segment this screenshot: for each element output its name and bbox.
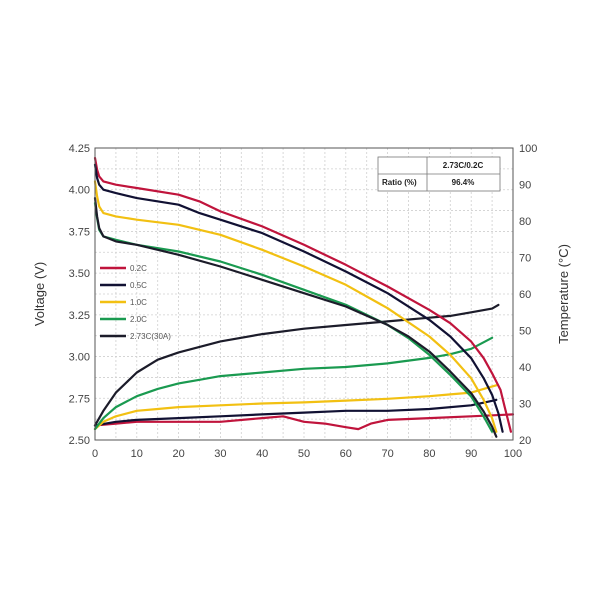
x-tick-label: 70 (381, 448, 393, 460)
x-tick-label: 20 (172, 448, 184, 460)
voltage-line (93, 197, 498, 438)
tick-labels: 0 10 20 30 40 50 60 70 80 90 100 2.50 2.75 3.00 3.25 3.… (69, 143, 538, 460)
temperature-line (93, 384, 498, 431)
y2-tick-label: 30 (519, 399, 531, 411)
legend-label: 2.0C (130, 315, 147, 324)
x-tick-label: 100 (504, 448, 522, 460)
y-tick-label: 3.25 (69, 310, 90, 322)
y2-tick-label: 40 (519, 362, 531, 374)
voltage-line (93, 180, 498, 433)
legend-label: 2.73C(30A) (130, 332, 171, 341)
y-axis-title: Voltage (V) (32, 262, 47, 326)
y-tick-label: 3.00 (69, 352, 90, 364)
ratio-table: 2.73C/0.2C Ratio (%) 96.4% (377, 156, 501, 192)
y2-tick-label: 20 (519, 435, 531, 447)
table-row-value: 96.4% (452, 178, 475, 187)
table-row-label: Ratio (%) (382, 178, 417, 187)
table-header-value: 2.73C/0.2C (443, 161, 484, 170)
temperature-line (93, 398, 498, 427)
plot-frame (94, 147, 514, 441)
y-tick-label: 4.25 (69, 143, 90, 155)
y2-tick-label: 100 (519, 143, 537, 155)
y2-tick-label: 60 (519, 289, 531, 301)
legend-label: 0.5C (130, 281, 147, 290)
y-tick-label: 4.00 (69, 185, 90, 197)
x-tick-label: 60 (340, 448, 352, 460)
y-tick-label: 3.75 (69, 226, 90, 238)
y2-tick-label: 80 (519, 216, 531, 228)
legend: 0.2C 0.5C 1.0C 2.0C 2.73C(30A) (100, 264, 171, 341)
legend-label: 0.2C (130, 264, 147, 273)
y2-axis-title: Temperature (°C) (556, 244, 571, 344)
x-tick-label: 0 (92, 448, 98, 460)
y-tick-label: 2.50 (69, 435, 90, 447)
x-tick-label: 90 (465, 448, 477, 460)
y2-tick-label: 90 (519, 180, 531, 192)
x-tick-label: 10 (131, 448, 143, 460)
x-tick-label: 80 (423, 448, 435, 460)
y-tick-label: 3.50 (69, 268, 90, 280)
voltage-line (93, 163, 504, 433)
y-tick-label: 2.75 (69, 393, 90, 405)
curves (93, 156, 515, 438)
temperature-line (93, 303, 500, 427)
temperature-line (93, 336, 494, 431)
x-tick-label: 30 (214, 448, 226, 460)
x-tick-label: 50 (298, 448, 310, 460)
temperature-line (93, 413, 515, 431)
voltage-line (93, 156, 512, 433)
y2-tick-label: 50 (519, 326, 531, 338)
x-tick-label: 40 (256, 448, 268, 460)
y2-tick-label: 70 (519, 253, 531, 265)
legend-label: 1.0C (130, 298, 147, 307)
